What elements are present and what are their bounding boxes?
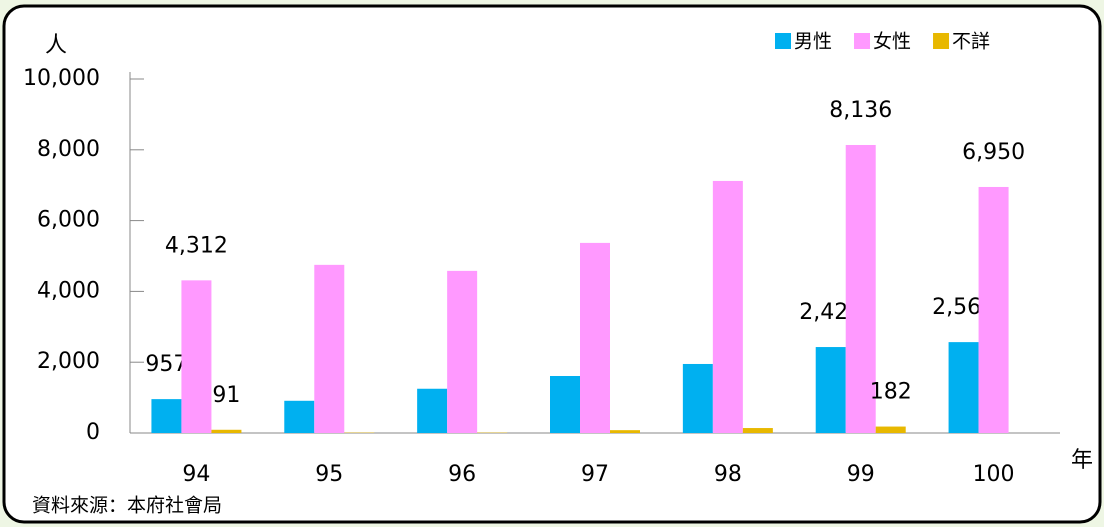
source-note: 資料來源：本府社會局 [32, 495, 222, 517]
data-label: 91 [212, 383, 240, 408]
y-tick-label: 2,000 [37, 349, 100, 374]
bar [211, 429, 242, 433]
bar [815, 347, 846, 433]
y-tick-label: 4,000 [37, 278, 100, 303]
legend-label: 不詳 [952, 31, 990, 53]
bar [284, 400, 315, 433]
bar [417, 388, 448, 433]
y-tick-label: 10,000 [23, 66, 100, 91]
data-label: 182 [870, 380, 912, 405]
legend-swatch [854, 33, 871, 49]
legend-swatch [775, 33, 791, 49]
bar [580, 242, 610, 433]
bar [610, 430, 640, 433]
x-tick-label: 94 [182, 462, 210, 487]
y-tick-label: 0 [86, 420, 100, 445]
x-tick-label: 99 [847, 462, 875, 487]
bar [875, 426, 906, 433]
legend-label: 女性 [873, 31, 911, 53]
data-label: 4,312 [165, 233, 228, 258]
legend-swatch [933, 33, 950, 49]
legend-label: 男性 [794, 31, 832, 53]
data-label: 8,136 [829, 98, 892, 123]
bar [712, 180, 743, 433]
data-label: 6,950 [962, 140, 1025, 165]
bar [845, 144, 876, 433]
bar [151, 399, 182, 433]
y-tick-label: 6,000 [37, 208, 100, 233]
x-tick-label: 95 [315, 462, 343, 487]
x-tick-label: 96 [448, 462, 476, 487]
bar [181, 280, 212, 433]
data-label: 957 [145, 352, 187, 377]
bar [948, 342, 979, 433]
bar [978, 186, 1009, 433]
bar [447, 270, 478, 433]
bar [682, 363, 713, 433]
x-axis-label: 年 [1071, 448, 1093, 473]
bar [742, 428, 773, 433]
y-tick-label: 8,000 [37, 137, 100, 162]
x-tick-label: 98 [714, 462, 742, 487]
x-tick-label: 100 [973, 462, 1015, 487]
x-tick-label: 97 [581, 462, 609, 487]
bar [314, 264, 345, 433]
frame [2, 4, 1102, 524]
bar [550, 376, 580, 433]
y-axis-label: 人 [45, 33, 67, 58]
